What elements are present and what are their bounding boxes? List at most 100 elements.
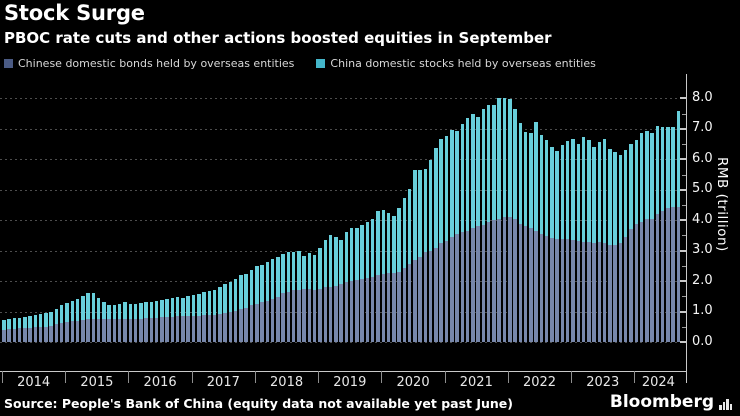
bar-stocks-month <box>365 221 370 279</box>
bar-stocks-month <box>655 125 660 215</box>
x-year-label: 2024 <box>641 375 675 390</box>
bar-bonds-month <box>17 328 22 342</box>
bar-bonds-month <box>186 316 190 342</box>
bar-stocks-month <box>492 104 496 221</box>
bar-bonds-month <box>465 230 470 342</box>
bar-bonds-month <box>560 239 565 342</box>
plot-area <box>0 74 686 343</box>
bar-bonds-month <box>144 318 148 342</box>
bar-bonds-month <box>81 320 85 342</box>
bar-bonds-month <box>334 285 338 342</box>
bar-stocks-month <box>392 215 396 274</box>
bar-bonds-month <box>671 206 675 342</box>
bar-bonds-month <box>223 313 227 342</box>
bar-stocks-month <box>486 104 491 223</box>
bar-stocks-month <box>154 300 159 318</box>
bar-bonds-month <box>49 326 53 342</box>
bar-stocks-month <box>349 227 354 282</box>
bar-stocks-month <box>660 127 665 211</box>
bar-bonds-month <box>249 305 254 342</box>
bar-bonds-month <box>28 327 32 342</box>
bar-stocks-month <box>355 228 359 281</box>
bar-bonds-month <box>117 319 122 342</box>
bar-bonds-month <box>302 289 306 342</box>
bar-bonds-month <box>181 316 185 342</box>
y-tick-label: 1.0 <box>692 303 713 319</box>
bar-bonds-month <box>276 296 280 342</box>
bar-stocks-month <box>17 317 22 329</box>
bar-bonds-month <box>149 317 154 342</box>
bar-stocks-month <box>318 247 322 289</box>
bar-stocks-month <box>386 213 391 273</box>
bar-stocks-month <box>623 150 628 237</box>
x-year-label: 2016 <box>143 375 177 390</box>
bar-bonds-month <box>328 286 333 342</box>
bar-bonds-month <box>576 241 581 342</box>
bar-stocks-month <box>602 139 607 244</box>
bar-bonds-month <box>376 275 380 342</box>
bar-bonds-month <box>212 314 217 342</box>
x-year-label: 2017 <box>206 375 240 390</box>
bar-stocks-month <box>144 302 148 319</box>
bar-stocks-month <box>613 152 617 245</box>
bar-bonds-month <box>233 310 238 342</box>
bar-stocks-month <box>160 299 164 318</box>
bloomberg-wordmark: Bloomberg <box>609 392 714 412</box>
bar-stocks-month <box>244 274 248 308</box>
bar-bonds-month <box>344 282 349 342</box>
bar-stocks-month <box>428 159 433 251</box>
bar-bonds-month <box>165 317 169 342</box>
bar-stocks-month <box>81 295 85 321</box>
bar-bonds-month <box>497 218 501 342</box>
bar-bonds-month <box>645 218 649 342</box>
bar-stocks-month <box>170 298 175 317</box>
legend: Chinese domestic bonds held by overseas … <box>4 57 596 70</box>
bar-bonds-month <box>381 273 385 342</box>
bar-stocks-month <box>497 98 501 219</box>
bar-bonds-month <box>402 268 407 342</box>
bar-bonds-month <box>450 236 454 342</box>
bar-bonds-month <box>392 273 396 342</box>
bar-bonds-month <box>218 314 222 342</box>
bar-bonds-month <box>418 256 422 342</box>
bar-bonds-month <box>650 218 654 342</box>
bar-stocks-month <box>191 295 196 316</box>
bar-stocks-month <box>629 143 633 229</box>
bar-bonds-month <box>565 238 570 342</box>
bar-bonds-month <box>91 318 96 342</box>
bar-bonds-month <box>349 281 354 342</box>
bar-stocks-month <box>529 132 533 229</box>
y-tick-label: 6.0 <box>692 150 713 166</box>
bar-bonds-month <box>370 276 375 342</box>
bar-bonds-month <box>428 250 433 342</box>
bar-bonds-month <box>170 316 175 342</box>
bar-bonds-month <box>587 241 591 342</box>
bar-stocks-month <box>175 297 180 317</box>
bar-stocks-month <box>334 236 338 286</box>
bar-bonds-month <box>139 318 143 342</box>
bar-bonds-month <box>133 318 138 342</box>
bar-bonds-month <box>660 210 665 342</box>
bar-stocks-month <box>407 188 412 264</box>
bar-stocks-month <box>291 251 296 291</box>
bar-stocks-month <box>671 127 675 207</box>
bar-bonds-month <box>291 290 296 342</box>
x-year-label: 2019 <box>333 375 367 390</box>
bar-bonds-month <box>197 315 201 342</box>
y-tick-label: 2.0 <box>692 272 713 288</box>
bar-stocks-month <box>186 296 190 317</box>
bar-stocks-month <box>581 137 586 242</box>
bar-stocks-month <box>133 304 138 319</box>
bar-stocks-month <box>123 302 127 320</box>
bar-stocks-month <box>249 269 254 306</box>
bar-bonds-month <box>339 284 343 342</box>
bar-stocks-month <box>555 150 559 240</box>
bar-bonds-month <box>439 243 443 342</box>
bar-bonds-month <box>70 321 75 342</box>
bar-bonds-month <box>281 293 285 342</box>
bar-stocks-month <box>181 297 185 317</box>
bar-bonds-month <box>307 289 312 342</box>
bar-stocks-month <box>218 286 222 314</box>
y-tick-label: 4.0 <box>692 211 713 227</box>
bar-stocks-month <box>344 232 349 283</box>
